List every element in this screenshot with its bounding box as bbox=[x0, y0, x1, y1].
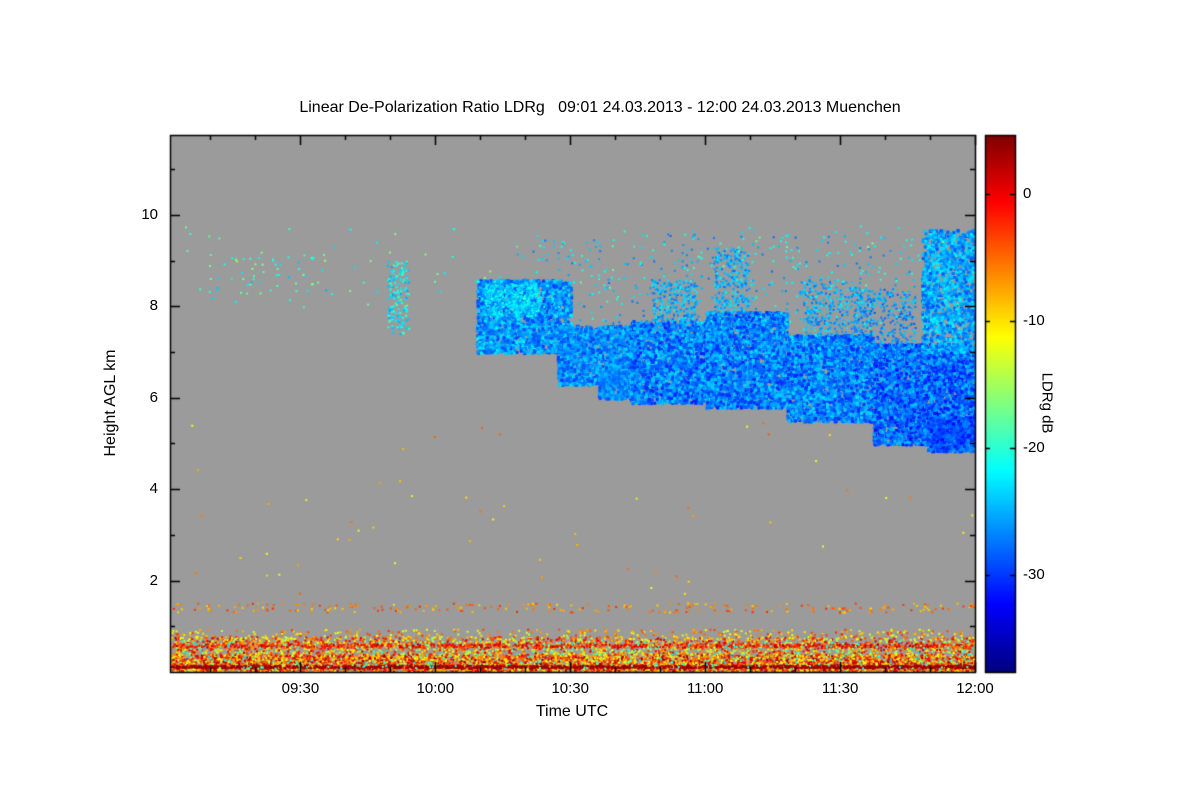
x-axis-label: Time UTC bbox=[535, 703, 609, 720]
chart-title: Linear De-Polarization Ratio LDRg 09:01 … bbox=[299, 99, 901, 116]
y-tick-label: 10 bbox=[141, 205, 158, 223]
x-tick-label: 11:30 bbox=[821, 680, 859, 697]
colorbar-tick-label: -20 bbox=[1023, 439, 1045, 457]
colorbar-label: LDRg dB bbox=[1038, 372, 1056, 434]
x-tick-label: 09:30 bbox=[281, 680, 320, 697]
y-tick-label: 4 bbox=[149, 480, 158, 498]
colorbar-tick-label: -30 bbox=[1023, 566, 1045, 584]
x-tick-label: 12:00 bbox=[956, 680, 994, 697]
y-tick-label: 6 bbox=[149, 388, 158, 406]
y-tick-label: 8 bbox=[149, 297, 158, 315]
x-tick-label: 10:30 bbox=[551, 680, 589, 697]
colorbar-tick-label: -10 bbox=[1023, 311, 1045, 329]
x-tick-label: 11:00 bbox=[686, 680, 724, 697]
colorbar-tick-label: 0 bbox=[1023, 184, 1032, 202]
y-tick-label: 2 bbox=[149, 571, 158, 589]
x-tick-label: 10:00 bbox=[416, 680, 455, 697]
